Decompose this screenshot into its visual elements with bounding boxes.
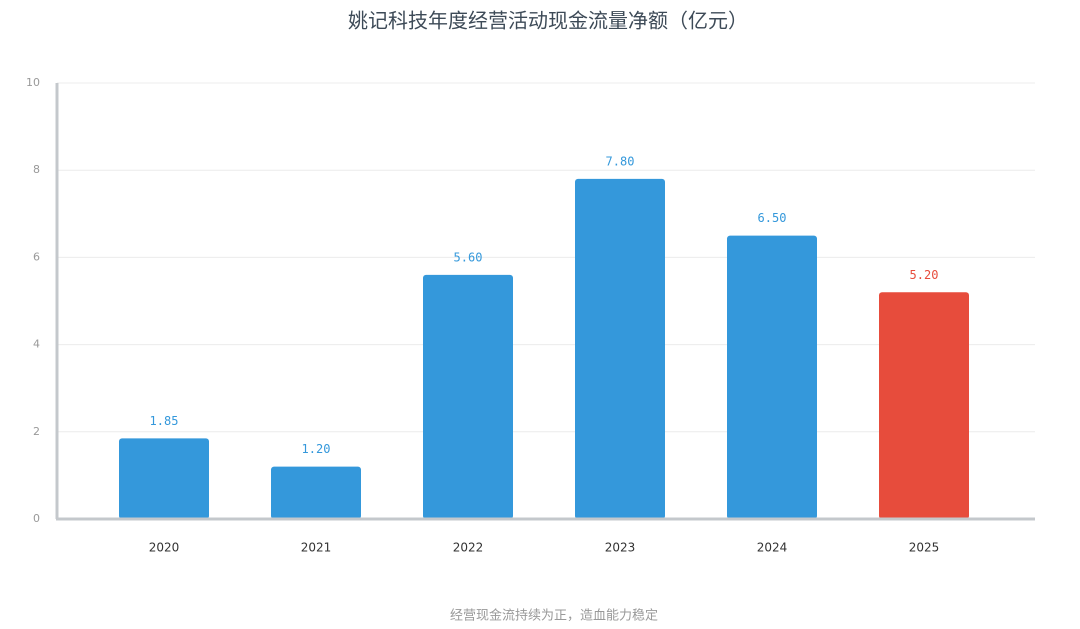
- chart-note: 经营现金流持续为正，造血能力稳定: [450, 608, 658, 624]
- x-tick-label: 2024: [757, 541, 788, 555]
- y-tick-label: 10: [26, 76, 40, 89]
- chart-title: 姚记科技年度经营活动现金流量净额（亿元）: [348, 9, 748, 33]
- bar: [575, 178, 665, 520]
- x-tick-label: 2022: [453, 541, 484, 555]
- value-label: 5.20: [910, 268, 939, 282]
- x-tick-label: 2025: [909, 541, 940, 555]
- bar: [119, 438, 209, 519]
- y-tick-label: 6: [33, 250, 40, 263]
- x-tick-label: 2021: [301, 541, 332, 555]
- x-tick-label: 2020: [149, 541, 180, 555]
- x-tick-label: 2023: [605, 541, 636, 555]
- y-tick-label: 2: [33, 425, 40, 438]
- value-label: 1.85: [150, 414, 179, 428]
- y-tick-label: 0: [33, 512, 40, 525]
- value-label: 5.60: [454, 250, 483, 264]
- bar: [727, 235, 817, 519]
- value-label: 1.20: [302, 442, 331, 456]
- bar: [271, 466, 361, 519]
- value-label: 6.50: [758, 211, 787, 225]
- value-label: 7.80: [606, 154, 635, 168]
- y-tick-label: 4: [33, 338, 40, 351]
- bar: [879, 292, 969, 519]
- bar: [423, 274, 513, 519]
- y-tick-label: 8: [33, 163, 40, 176]
